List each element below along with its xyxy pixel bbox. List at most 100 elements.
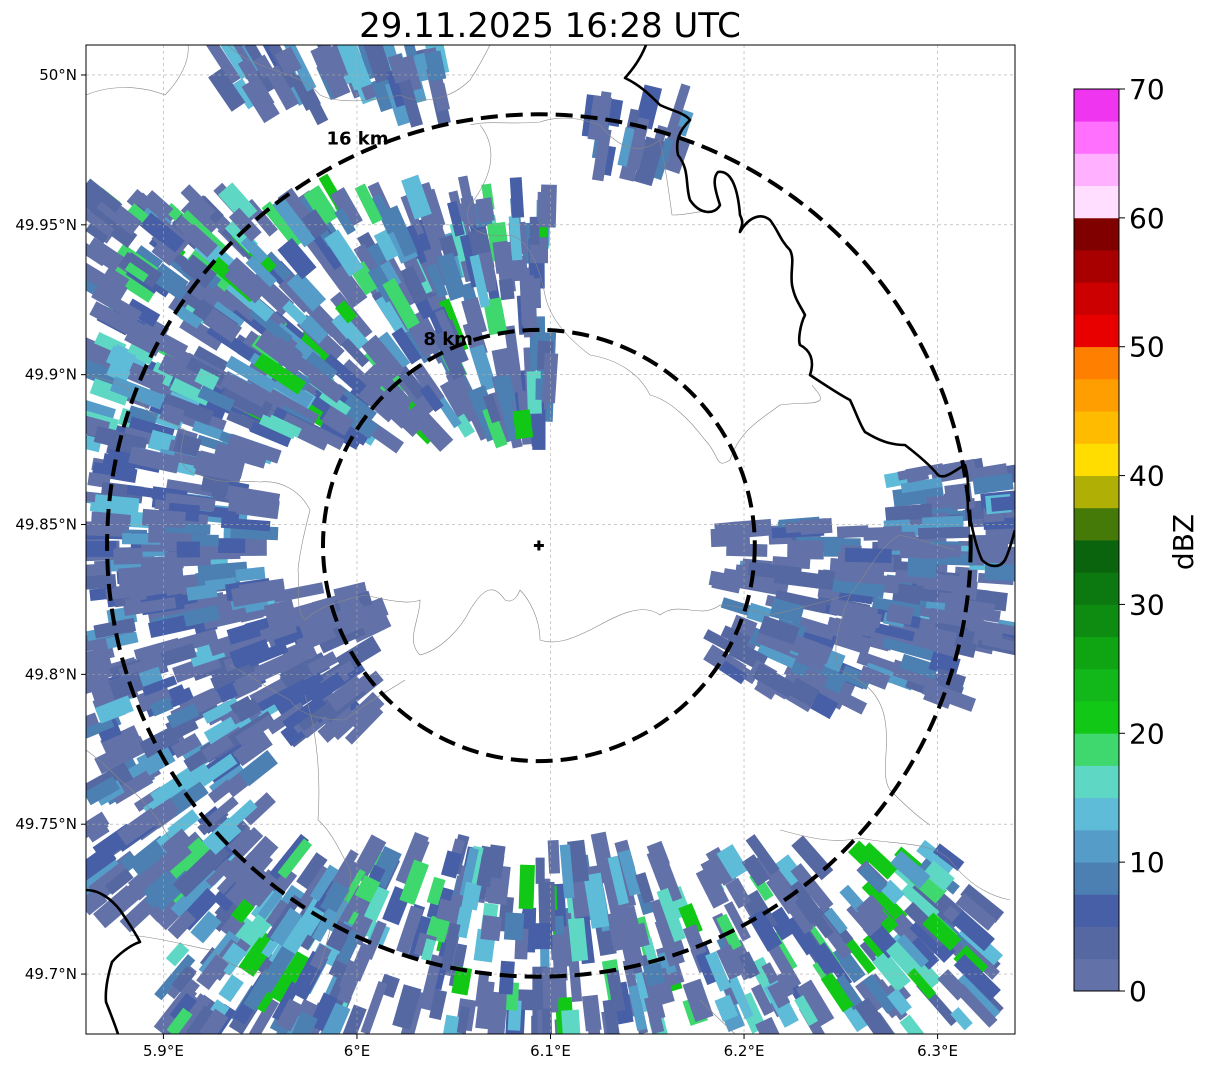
echo-cell: [474, 970, 490, 1008]
echo-cell: [524, 305, 538, 334]
echo-cell: [587, 95, 613, 142]
echo-cell: [758, 615, 800, 645]
echo-cell: [344, 705, 384, 745]
echo-cell: [306, 671, 346, 705]
echo-cell: [326, 675, 367, 712]
echo-cell: [373, 229, 399, 262]
y-tick-label: 50°N: [39, 66, 77, 84]
echo-cell: [226, 621, 262, 645]
echo-cell: [317, 705, 358, 743]
echo-cell: [109, 770, 154, 805]
echo-cell: [336, 968, 362, 1004]
echo-cell: [322, 353, 367, 395]
echo-cell: [839, 665, 873, 690]
echo-cell: [202, 607, 248, 630]
echo-cell: [218, 182, 258, 224]
echo-cell: [583, 872, 610, 929]
echo-cell: [468, 228, 491, 255]
echo-cell: [396, 365, 427, 400]
colorbar-bin: [1074, 701, 1119, 734]
echo-cell: [193, 345, 229, 373]
echo-cell: [279, 660, 313, 689]
echo-cell: [747, 561, 802, 581]
figure-title: 29.11.2025 16:28 UTC: [359, 6, 741, 46]
colorbar-bin: [1074, 926, 1119, 960]
colorbar-bin: [1074, 668, 1119, 702]
echo-cell: [903, 963, 937, 1000]
colorbar-tick-label: 10: [1129, 846, 1165, 879]
echo-cell: [227, 826, 258, 857]
colorbar-bin: [1074, 411, 1119, 444]
echo-cell: [703, 629, 751, 662]
radar-site-marker: [533, 540, 544, 551]
echo-cell: [615, 913, 645, 970]
echo-cell: [183, 749, 209, 773]
echo-cell: [86, 645, 115, 667]
echo-cell: [86, 672, 111, 695]
echo-cell: [434, 308, 458, 346]
echo-cell: [142, 870, 175, 902]
echo-cell: [482, 297, 508, 336]
echo-cell: [682, 978, 714, 1023]
echo-cell: [336, 606, 379, 637]
echo-cell: [456, 1006, 470, 1034]
echo-cell: [170, 732, 202, 759]
echo-cell: [791, 835, 834, 881]
echo-cell: [886, 988, 912, 1016]
echo-cell: [541, 1008, 553, 1034]
echo-cell: [331, 311, 369, 352]
echo-cell: [809, 945, 836, 977]
echo-cell: [487, 991, 508, 1034]
echo-cell: [525, 278, 542, 309]
echo-cell: [190, 910, 222, 944]
echo-cell: [208, 67, 246, 112]
echo-cell: [858, 665, 891, 690]
echo-cell: [167, 909, 197, 940]
echo-cell: [729, 979, 754, 1020]
colorbar-bin: [1074, 733, 1119, 766]
echo-cell: [937, 969, 969, 1001]
echo-cell: [540, 184, 557, 228]
echo-cell: [165, 837, 211, 880]
echo-cell: [240, 235, 269, 264]
echo-cell: [535, 857, 545, 884]
echo-cell: [233, 697, 262, 723]
echo-cell: [893, 583, 941, 599]
echo-cell: [787, 540, 824, 560]
echo-cell: [498, 278, 515, 301]
echo-cell: [544, 980, 559, 1002]
echo-cell: [86, 355, 126, 391]
echo-cell: [93, 617, 137, 639]
echo-cell: [125, 361, 166, 393]
echo-cell: [299, 314, 330, 345]
echo-cell: [158, 839, 192, 872]
echo-cell: [125, 298, 161, 328]
echo-cell: [334, 207, 356, 236]
echo-cell: [159, 403, 185, 426]
echo-cell: [950, 1006, 973, 1031]
echo-cell: [256, 619, 298, 644]
echo-cell: [197, 385, 235, 412]
echo-cell: [907, 937, 940, 970]
echo-cell: [238, 865, 272, 902]
echo-cell: [200, 475, 230, 496]
echo-cell: [337, 929, 362, 965]
echo-cell: [440, 922, 461, 972]
colorbar-bin: [1074, 797, 1119, 831]
echo-cell: [202, 697, 240, 724]
echo-cell: [644, 995, 665, 1034]
echo-cell: [136, 683, 173, 713]
echo-cell: [529, 216, 540, 245]
colorbar: 0 10 20 30 40 50 60 70 dBZ: [1073, 73, 1200, 1008]
echo-cell: [296, 331, 336, 367]
echo-cell: [277, 838, 313, 879]
y-tick-label: 49.95°N: [15, 216, 77, 234]
echo-cell: [990, 494, 1015, 512]
echo-cell: [105, 631, 139, 650]
echo-cell: [745, 834, 780, 876]
colorbar-bin: [1074, 250, 1119, 283]
echo-cell: [324, 229, 364, 277]
echo-cell: [214, 443, 267, 469]
echo-cell: [149, 696, 174, 717]
